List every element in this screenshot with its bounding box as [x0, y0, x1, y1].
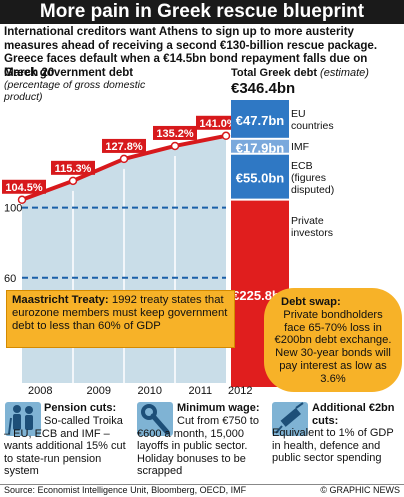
source-note: Source: Economist Intelligence Unit, Blo… — [4, 485, 247, 495]
bar-category-label: IMF — [291, 141, 309, 153]
data-point — [17, 195, 27, 205]
bar-value-label: €17.9bn — [236, 140, 284, 155]
maastricht-callout: Maastricht Treaty: 1992 treaty states th… — [6, 290, 235, 348]
y-tick-label: 60 — [4, 273, 16, 285]
additional-cuts-text: Equivalent to 1% of GDP in health, defen… — [272, 427, 394, 464]
value-label-box — [2, 179, 46, 194]
value-label: 135.2% — [156, 128, 194, 140]
bar-chart-header: Total Greek debt (estimate) €346.4bn — [231, 67, 403, 97]
bar-segment — [231, 139, 289, 153]
bar-category-label: ECB (figures disputed) — [291, 160, 334, 196]
syringe-icon — [272, 402, 308, 436]
x-tick-label: 2009 — [86, 385, 111, 397]
bar-chart-title: Total Greek debt — [231, 67, 317, 79]
bar-value-label: €47.7bn — [236, 113, 284, 128]
line-chart-header: Greek government debt (percentage of gro… — [4, 67, 224, 103]
value-label: 141.0% — [199, 118, 237, 130]
debt-swap-text: Private bondholders face 65-70% loss in … — [274, 308, 392, 385]
bar-category-label-line: IMF — [291, 141, 310, 154]
wrench-icon — [137, 402, 173, 436]
x-tick-label: 2010 — [137, 385, 162, 397]
minimum-wage-panel: Minimum wage: — [177, 402, 269, 484]
credit: © GRAPHIC NEWS — [320, 485, 400, 495]
value-label: 127.8% — [105, 141, 143, 153]
debt-swap-heading: Debt swap: — [281, 296, 341, 308]
bar-category-label-line: Private — [291, 214, 324, 227]
line-chart-title: Greek government debt — [4, 67, 134, 79]
bar-category-label-line: ECB — [291, 159, 313, 172]
maastricht-text: 1992 treaty states that eurozone members… — [12, 294, 228, 333]
measures-panels: Pension cuts: So-called Troika – EU, ECB… — [0, 400, 404, 485]
bar-value-label: €55.0bn — [236, 171, 284, 186]
bar-chart-note: (estimate) — [320, 67, 369, 79]
bar-segment — [231, 154, 289, 199]
y-tick-label: 100 — [4, 203, 22, 215]
bar-category-label-line: countries — [291, 119, 334, 132]
line-chart-subtitle: (percentage of gross domestic product) — [4, 79, 146, 103]
data-point — [68, 176, 78, 186]
maastricht-heading: Maastricht Treaty: — [12, 294, 109, 306]
bar-category-label: EU countries — [291, 108, 334, 132]
bar-category-label-line: EU — [291, 107, 306, 120]
value-label-box — [196, 115, 240, 130]
elderly-couple-icon — [5, 402, 41, 436]
x-tick-label: 2008 — [28, 385, 53, 397]
x-axis-labels: 2008 2009 2010 2011 2012 — [0, 385, 253, 401]
minimum-wage-text: Cut from €750 to €600 a month, 15,000 la… — [137, 415, 259, 477]
value-label-box — [102, 138, 146, 153]
additional-cuts-panel: Additional €2bn cuts: — [312, 402, 404, 484]
additional-cuts-heading: Additional €2bn cuts: — [312, 402, 395, 427]
page-subtitle: International creditors want Athens to s… — [4, 25, 378, 79]
value-label-box — [51, 160, 95, 175]
bar-category-label-line: (figures — [291, 171, 327, 184]
footer-divider — [0, 484, 404, 485]
data-point — [221, 131, 231, 141]
bar-category-label-line: investors — [291, 226, 334, 239]
bar-segment — [231, 100, 289, 138]
data-point — [119, 154, 129, 164]
minimum-wage-heading: Minimum wage: — [177, 402, 260, 414]
pension-cuts-panel: Pension cuts: — [44, 402, 131, 484]
bar-category-label: Private investors — [291, 215, 333, 239]
bar-chart-total: €346.4bn — [231, 80, 296, 97]
data-point — [170, 141, 180, 151]
page-title: More pain in Greek rescue blueprint — [0, 0, 404, 24]
bar-chart-title-line: Total Greek debt (estimate) — [231, 67, 403, 79]
pension-cuts-text: So-called Troika – EU, ECB and IMF – wan… — [4, 415, 126, 477]
x-tick-label: 2011 — [188, 385, 213, 397]
footer: Source: Economist Intelligence Unit, Blo… — [4, 485, 400, 495]
value-label-box — [153, 125, 197, 140]
pension-cuts-heading: Pension cuts: — [44, 402, 117, 414]
debt-swap-callout: Debt swap: Private bondholders face 65-7… — [264, 288, 402, 392]
value-label: 104.5% — [5, 182, 43, 194]
value-label: 115.3% — [55, 163, 92, 175]
bar-category-label-line: disputed) — [291, 183, 335, 196]
x-tick-label: 2012 — [228, 385, 253, 397]
